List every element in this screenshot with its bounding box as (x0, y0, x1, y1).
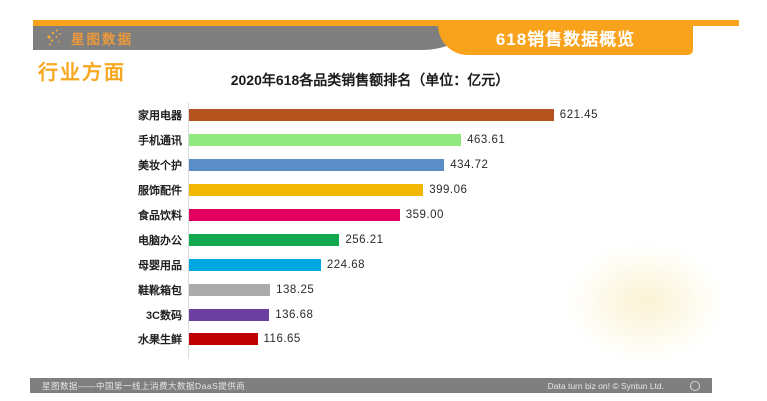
value-label: 399.06 (429, 184, 468, 197)
category-label: 食品饮料 (138, 210, 182, 222)
bar (189, 209, 400, 221)
chart-row: 电脑办公 256.21 (36, 227, 736, 252)
value-label: 359.00 (405, 209, 444, 221)
section-title: 行业方面 (38, 62, 126, 84)
header-banner: 618销售数据概览 (438, 20, 693, 55)
bar-wrap: 399.06 (189, 184, 468, 197)
category-label: 家用电器 (138, 110, 182, 123)
top-accent-strip (33, 20, 739, 26)
chart-title: 2020年618各品类销售额排名（单位：亿元） (230, 72, 510, 88)
syntun-mark-icon (690, 380, 700, 391)
chart-row: 服饰配件 399.06 (36, 178, 736, 203)
bar (189, 333, 258, 346)
star-constellation-icon (47, 29, 61, 46)
footer-left-text: 星图数据——中国第一线上消费大数据DaaS提供商 (42, 380, 246, 391)
value-label: 224.68 (326, 258, 366, 271)
chart-row: 鞋靴箱包 138.25 (36, 277, 736, 302)
category-label: 3C数码 (145, 309, 182, 322)
bar-wrap: 138.25 (189, 283, 315, 296)
category-label: 母婴用品 (138, 259, 182, 272)
chart-row: 食品饮料 359.00 (36, 203, 736, 228)
value-label: 136.68 (275, 308, 314, 321)
bar (189, 283, 271, 296)
value-label: 434.72 (450, 159, 489, 172)
chart-row: 水果生鲜 116.65 (36, 327, 736, 352)
footer-right: Data turn biz on! © Syntun Ltd. (547, 380, 700, 391)
bar (189, 159, 445, 172)
footer-right-text: Data turn biz on! © Syntun Ltd. (547, 380, 664, 391)
chart-row: 3C数码 136.68 (36, 302, 736, 327)
category-label: 鞋靴箱包 (138, 284, 182, 297)
chart-row: 家用电器 621.45 (36, 103, 736, 128)
bar-wrap: 463.61 (189, 134, 506, 147)
bar (189, 258, 321, 271)
header-bar: 星图数据 (33, 26, 465, 50)
footer-bar: 星图数据——中国第一线上消费大数据DaaS提供商 Data turn biz o… (30, 378, 712, 393)
bar (189, 233, 340, 246)
bar-wrap: 224.68 (189, 258, 366, 271)
value-label: 116.65 (263, 333, 301, 346)
y-axis-line (188, 102, 189, 359)
value-label: 463.61 (467, 134, 506, 147)
bar-wrap: 621.45 (189, 109, 598, 122)
bar-wrap: 359.00 (189, 209, 444, 221)
chart-row: 美妆个护 434.72 (36, 153, 736, 178)
bar (189, 134, 462, 147)
bar (189, 109, 554, 122)
bar-wrap: 136.68 (189, 308, 314, 321)
bar (189, 308, 270, 321)
bar-wrap: 256.21 (189, 233, 384, 246)
bar-wrap: 116.65 (189, 333, 301, 346)
bar-wrap: 434.72 (189, 159, 489, 172)
chart-row: 母婴用品 224.68 (36, 252, 736, 277)
banner-title: 618销售数据概览 (495, 30, 636, 49)
category-label: 水果生鲜 (138, 334, 182, 347)
chart-row: 手机通讯 463.61 (36, 128, 736, 153)
bar (189, 184, 424, 197)
bar-chart: 家用电器 621.45 手机通讯 463.61 美妆个护 434.72 服饰配件… (36, 102, 736, 359)
category-label: 服饰配件 (138, 185, 182, 198)
logo-text: 星图数据 (71, 32, 133, 47)
category-label: 美妆个护 (138, 160, 182, 173)
value-label: 256.21 (345, 233, 384, 246)
category-label: 电脑办公 (138, 234, 182, 247)
category-label: 手机通讯 (138, 135, 182, 148)
value-label: 621.45 (559, 109, 598, 122)
value-label: 138.25 (276, 283, 315, 296)
chart-rows: 家用电器 621.45 手机通讯 463.61 美妆个护 434.72 服饰配件… (36, 103, 736, 352)
